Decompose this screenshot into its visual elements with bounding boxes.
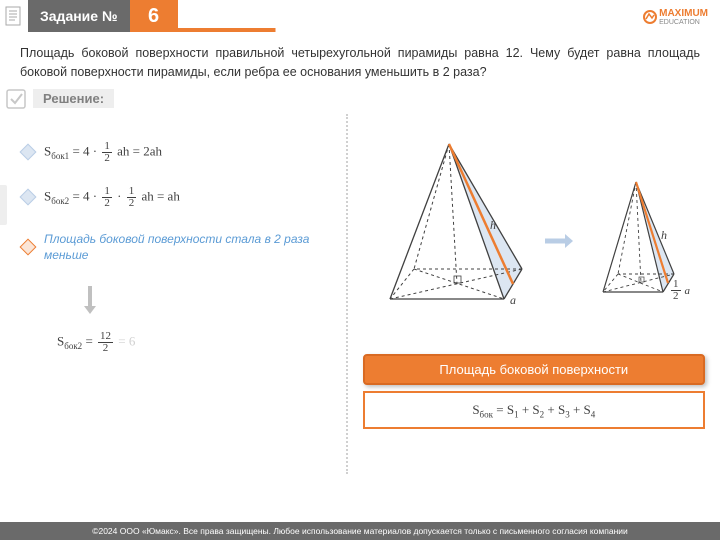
label-a: a bbox=[510, 293, 516, 307]
diamond-bullet-blue bbox=[20, 189, 37, 206]
formula-box-title: Площадь боковой поверхности bbox=[363, 354, 705, 385]
footer-copyright: ©2024 ООО «Юмакс». Все права защищены. Л… bbox=[0, 522, 720, 540]
solution-header: Решение: bbox=[0, 88, 720, 114]
accent-line bbox=[178, 0, 720, 32]
problem-statement: Площадь боковой поверхности правильной ч… bbox=[0, 32, 720, 88]
box-formula: Sбок = S1 + S2 + S3 + S4 bbox=[472, 402, 595, 417]
down-arrow-icon bbox=[82, 286, 336, 319]
document-icon bbox=[0, 0, 28, 32]
header-bar: Задание № 6 bbox=[0, 0, 720, 32]
left-column: Sбок1 = 4 · 12 ah = 2ah Sбок2 = 4 · 12 ·… bbox=[0, 114, 346, 474]
pyramid-figures: h a h bbox=[363, 129, 705, 329]
transform-arrow-icon bbox=[545, 232, 573, 255]
formula-2: Sбок2 = 4 · 12 · 12 ah = ah bbox=[44, 186, 180, 209]
diamond-bullet-orange bbox=[20, 239, 37, 256]
pyramid-small: h 12a bbox=[591, 174, 696, 329]
formula-row-1: Sбок1 = 4 · 12 ah = 2ah bbox=[22, 141, 336, 164]
task-label: Задание № bbox=[28, 0, 130, 32]
label-h: h bbox=[490, 218, 496, 232]
formula-row-2: Sбок2 = 4 · 12 · 12 ah = ah bbox=[22, 186, 336, 209]
main-content: Sбок1 = 4 · 12 ah = 2ah Sбок2 = 4 · 12 ·… bbox=[0, 114, 720, 474]
check-icon bbox=[5, 88, 27, 110]
right-column: h a h bbox=[346, 114, 720, 474]
formula-1: Sбок1 = 4 · 12 ah = 2ah bbox=[44, 141, 162, 164]
brand-logo: MAXIMUM EDUCATION bbox=[643, 8, 708, 26]
logo-icon bbox=[643, 10, 657, 24]
logo-text: MAXIMUM bbox=[659, 8, 708, 19]
logo-subtext: EDUCATION bbox=[659, 19, 708, 26]
label-h-small: h bbox=[661, 228, 667, 242]
task-number: 6 bbox=[130, 0, 178, 32]
diamond-bullet-blue bbox=[20, 144, 37, 161]
formula-3: Sбок2 = 122 = 6 bbox=[57, 331, 336, 354]
conclusion-row: Площадь боковой поверхности стала в 2 ра… bbox=[22, 231, 336, 265]
conclusion-text: Площадь боковой поверхности стала в 2 ра… bbox=[44, 231, 336, 265]
pyramid-large: h a bbox=[372, 134, 527, 329]
formula-box-body: Sбок = S1 + S2 + S3 + S4 bbox=[363, 391, 705, 430]
solution-label-text: Решение: bbox=[33, 89, 114, 108]
